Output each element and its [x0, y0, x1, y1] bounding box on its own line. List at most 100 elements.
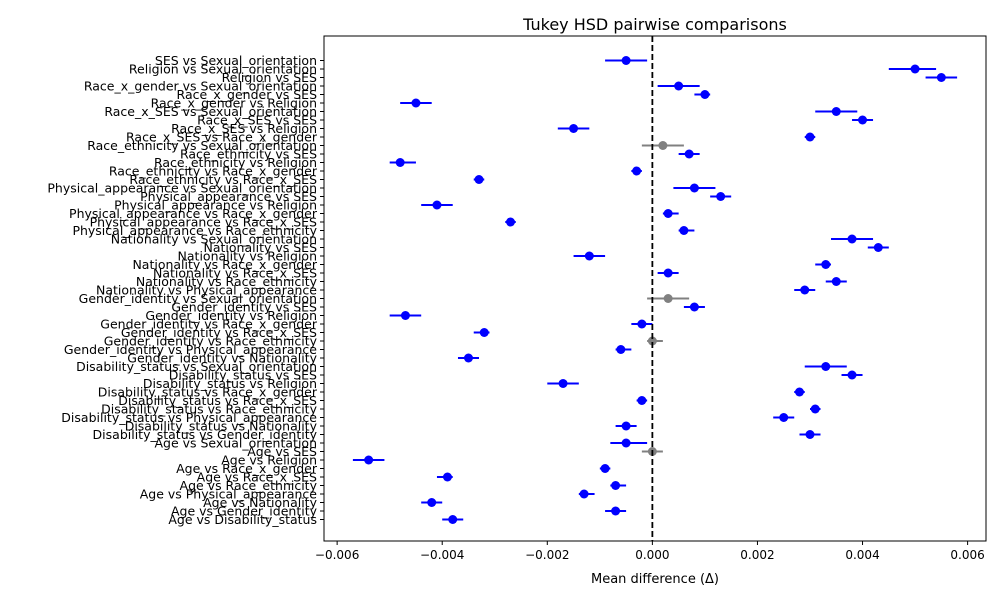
y-tick-label: Age vs Religion — [221, 453, 317, 468]
mean-point — [663, 209, 673, 218]
mean-point — [600, 464, 610, 473]
mean-point — [858, 115, 868, 125]
mean-point — [805, 430, 815, 439]
y-tick-label: Race_x_SES vs Religion — [171, 121, 317, 136]
mean-point — [558, 379, 568, 388]
mean-point — [805, 132, 815, 142]
mean-point — [700, 90, 710, 99]
mean-point — [821, 260, 831, 269]
mean-point — [432, 200, 442, 210]
mean-point — [663, 294, 673, 303]
x-axis-label: Mean difference (Δ) — [591, 572, 719, 587]
mean-point — [621, 56, 631, 65]
y-tick-label: Physical_appearance vs Race_ethnicity — [72, 223, 317, 238]
mean-point — [611, 481, 621, 490]
y-tick-label: Physical_appearance vs SES — [140, 189, 317, 204]
y-tick-label: Race_ethnicity vs SES — [180, 147, 317, 162]
y-tick-label: Age vs Physical_appearance — [140, 487, 318, 502]
y-tick-label: Age vs Nationality — [203, 495, 317, 510]
y-tick-label: Gender_identity vs Sexual_orientation — [79, 291, 317, 306]
y-tick-label: Race_x_SES vs Race_x_gender — [126, 130, 318, 145]
chart-title: Tukey HSD pairwise comparisons — [522, 15, 787, 34]
mean-point — [463, 353, 473, 363]
mean-point — [621, 438, 631, 448]
mean-point — [689, 183, 699, 193]
y-tick-label: Age vs Sexual_orientation — [154, 436, 317, 451]
mean-point — [637, 319, 647, 329]
y-tick-label: Race_ethnicity vs Sexual_orientation — [87, 138, 317, 153]
mean-point — [794, 387, 804, 397]
y-tick-label: Gender_identity vs Race_ethnicity — [104, 334, 318, 349]
y-tick-label: Nationality vs Race_x_gender — [132, 257, 317, 272]
y-tick-label: Age vs Disability_status — [168, 512, 317, 527]
mean-point — [411, 98, 421, 108]
mean-point — [579, 489, 589, 499]
y-tick-label: Nationality vs SES — [204, 240, 318, 255]
mean-point — [637, 396, 647, 405]
y-tick-label: Disability_status vs Physical_appearance — [61, 410, 317, 425]
mean-point — [611, 506, 621, 516]
mean-point — [779, 413, 789, 422]
y-tick-label: Age vs Gender_identity — [171, 504, 318, 519]
y-tick-label: Disability_status vs Race_ethnicity — [101, 402, 317, 417]
y-tick-label: Disability_status vs SES — [169, 368, 317, 383]
mean-point — [400, 311, 410, 320]
mean-point — [679, 226, 689, 235]
y-tick-label: Race_ethnicity vs Race_x_gender — [109, 164, 318, 179]
mean-point — [663, 268, 673, 278]
mean-point — [684, 149, 694, 159]
y-tick-label: Gender_identity vs Religion — [145, 308, 317, 323]
y-tick-label: Disability_status vs Race_x_SES — [118, 393, 317, 408]
y-tick-label: Gender_identity vs Physical_appearance — [64, 342, 317, 357]
y-tick-label: Race_x_gender vs Sexual_orientation — [84, 79, 317, 94]
y-tick-label: Race_ethnicity vs Religion — [154, 155, 317, 170]
y-tick-label: Race_x_SES vs SES — [197, 113, 317, 128]
y-tick-label: Race_ethnicity vs Race_x_SES — [129, 172, 317, 187]
mean-point — [658, 141, 668, 150]
mean-point — [647, 336, 657, 346]
y-tick-label: Nationality vs Sexual_orientation — [111, 232, 317, 247]
y-tick-label: Age vs Race_x_gender — [176, 461, 318, 476]
mean-point — [810, 404, 820, 414]
y-tick-label: Disability_status vs Race_x_gender — [98, 385, 318, 400]
y-tick-label: Disability_status vs Gender_identity — [93, 427, 318, 442]
mean-point — [474, 175, 484, 184]
y-tick-label: Nationality vs Race_ethnicity — [136, 274, 318, 289]
mean-point — [831, 277, 841, 286]
y-tick-label: Gender_identity vs Race_x_SES — [121, 325, 317, 340]
y-tick-label: Physical_appearance vs Religion — [114, 198, 317, 213]
y-tick-label: Disability_status vs Religion — [143, 376, 317, 391]
mean-point — [632, 166, 642, 176]
y-tick-label: Religion vs SES — [222, 70, 317, 85]
y-tick-label: Physical_appearance vs Race_x_SES — [90, 215, 317, 230]
y-tick-label: Disability_status vs Nationality — [125, 419, 318, 434]
y-tick-label: Nationality vs Physical_appearance — [96, 283, 317, 298]
y-tick-label: Age vs SES — [247, 444, 317, 459]
mean-point — [873, 243, 883, 252]
mean-point — [427, 498, 437, 507]
y-tick-label: Race_x_gender vs Religion — [151, 96, 317, 111]
y-tick-label: Gender_identity vs SES — [171, 300, 317, 315]
y-tick-label: Nationality vs Race_x_SES — [153, 266, 317, 281]
x-tick-label: −0.002 — [525, 548, 569, 562]
x-axis-ticks: −0.006 −0.004 −0.002 0.000 0.002 0.004 0.006 — [315, 541, 985, 562]
mean-point — [847, 234, 857, 244]
mean-point — [479, 328, 489, 337]
mean-point — [584, 251, 594, 261]
mean-point — [506, 217, 516, 227]
plot-area — [324, 36, 986, 541]
y-tick-label: Race_x_SES vs Sexual_orientation — [104, 104, 317, 119]
mean-point — [395, 158, 405, 167]
x-tick-label: −0.004 — [420, 548, 464, 562]
y-tick-label: Age vs Race_x_SES — [197, 470, 317, 485]
y-tick-label: SES vs Sexual_orientation — [155, 53, 317, 68]
mean-point — [910, 64, 920, 74]
mean-point — [689, 302, 699, 312]
mean-point — [831, 107, 841, 116]
mean-point — [442, 472, 452, 482]
mean-point — [936, 73, 946, 82]
y-tick-label: Gender_identity vs Race_x_gender — [100, 317, 318, 332]
mean-point — [364, 455, 374, 465]
y-tick-label: Gender_identity vs Nationality — [127, 351, 317, 366]
